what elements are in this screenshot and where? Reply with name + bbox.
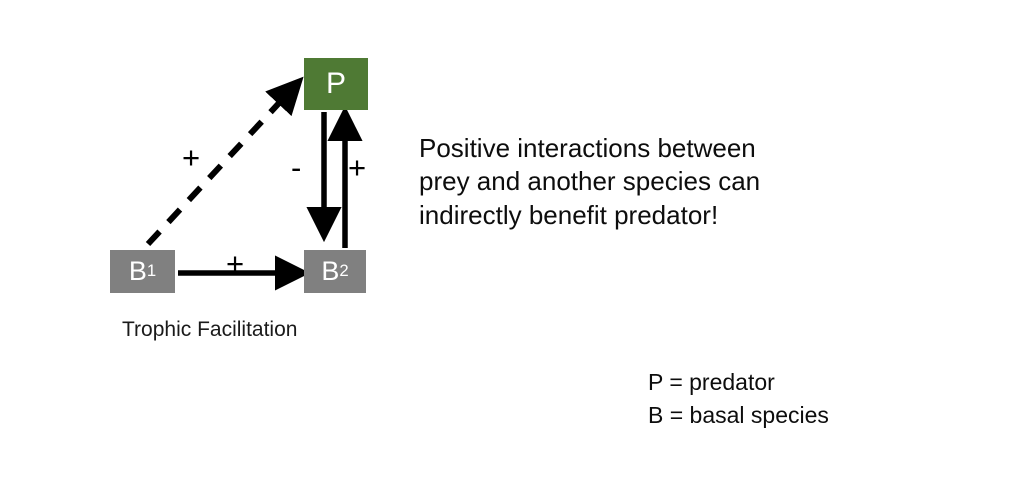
- diagram-caption: Trophic Facilitation: [122, 318, 298, 341]
- node-predator-label: P: [325, 67, 346, 100]
- sign-predation-negative: -: [291, 150, 302, 185]
- statement-text: Positive interactions between prey and a…: [419, 132, 849, 232]
- node-basal-2-subscript: 2: [339, 261, 349, 281]
- node-basal-1-label: B: [128, 256, 147, 286]
- sign-energy-flow-positive: +: [348, 150, 367, 185]
- node-basal-2-label: B: [321, 256, 340, 286]
- node-predator[interactable]: P: [304, 58, 368, 110]
- sign-facilitation-horizontal: +: [226, 246, 245, 281]
- statement-line-2: prey and another species can: [419, 166, 761, 197]
- legend-line-basal: B = basal species: [648, 402, 829, 429]
- node-basal-1-subscript: 1: [146, 261, 157, 281]
- edge-b1-to-p-dashed: [145, 76, 304, 247]
- sign-facilitation-diagonal: +: [182, 140, 201, 175]
- statement-line-1: Positive interactions between: [419, 133, 756, 163]
- legend-line-predator: P = predator: [648, 369, 775, 395]
- legend: P = predator B = basal species: [648, 366, 829, 433]
- statement-line-3: indirectly benefit predator!: [419, 199, 719, 230]
